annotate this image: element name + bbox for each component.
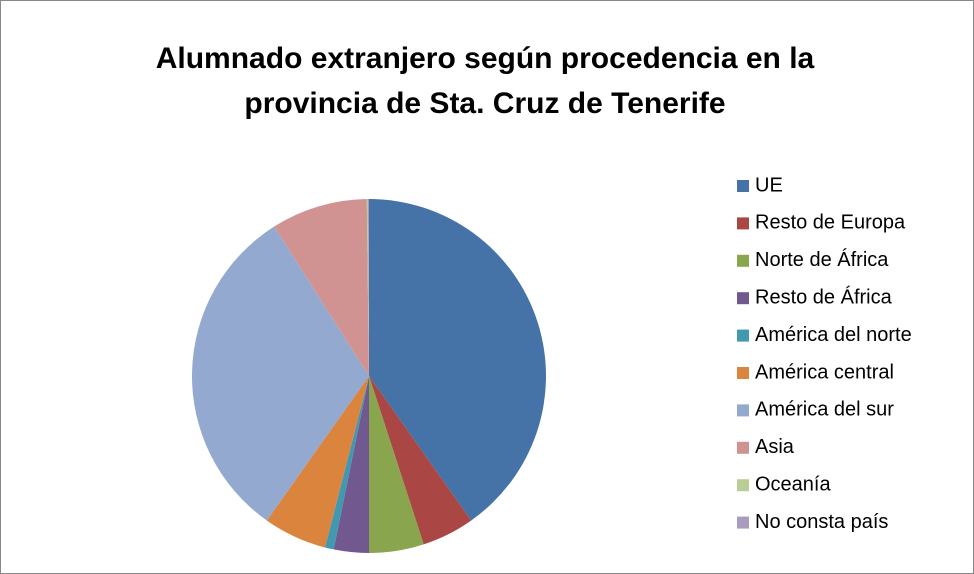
pie-slice: [369, 376, 424, 553]
pie-slice: [266, 376, 369, 548]
legend-label: UE: [755, 174, 783, 196]
legend-label: Oceanía: [755, 473, 831, 495]
pie-slice: [333, 376, 369, 553]
pie-slice: [366, 199, 369, 376]
legend-swatch: [737, 254, 749, 267]
pie-slice: [324, 376, 369, 550]
pie-slice: [369, 376, 472, 545]
pie-slice: [191, 226, 369, 521]
pie-slice: [369, 199, 546, 521]
legend-swatch: [737, 329, 749, 342]
legend-swatch: [737, 441, 749, 454]
pie-slice: [274, 199, 369, 376]
legend-label: América del sur: [755, 399, 894, 421]
legend-swatch: [737, 404, 749, 417]
pie-slice: [367, 199, 369, 376]
legend-swatch: [737, 180, 749, 192]
legend-label: América central: [755, 361, 894, 383]
legend-label: América del norte: [755, 324, 912, 346]
legend-label: No consta país: [755, 511, 888, 533]
legend-label: Asia: [755, 436, 795, 458]
chart-title: Alumnado extranjero según procedencia en…: [156, 42, 815, 75]
chart-title: provincia de Sta. Cruz de Tenerife: [244, 87, 725, 120]
legend-label: Resto de África: [755, 285, 893, 308]
legend-swatch: [737, 367, 749, 379]
legend-swatch: [737, 217, 749, 230]
legend-swatch: [737, 292, 749, 305]
legend-swatch: [737, 479, 749, 492]
legend-swatch: [737, 516, 749, 529]
legend-label: Resto de Europa: [755, 212, 906, 234]
legend-label: Norte de África: [755, 248, 889, 271]
